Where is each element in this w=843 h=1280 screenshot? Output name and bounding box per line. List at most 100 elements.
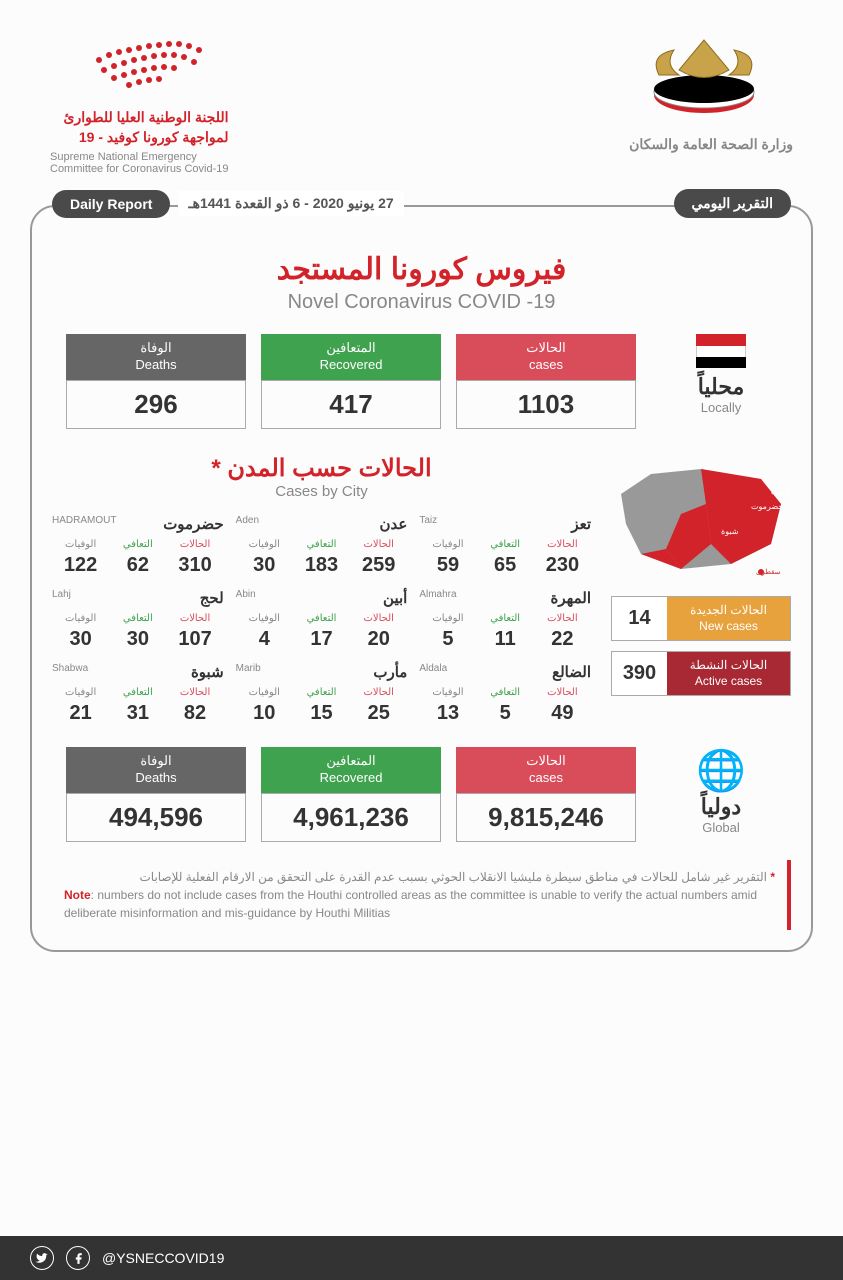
committee-name-ar: اللجنة الوطنية العليا للطوارئ لمواجهة كو… bbox=[50, 108, 229, 147]
city-deaths: 4 bbox=[236, 626, 293, 653]
city-cell: عدنAden الحالات التعافي الوفيات 259 183 … bbox=[236, 515, 408, 579]
city-cols: الحالات التعافي الوفيات 107 30 30 bbox=[52, 611, 224, 653]
city-deaths: 13 bbox=[419, 700, 476, 727]
yemen-flag-icon bbox=[696, 334, 746, 368]
city-side-panel: حضرموت المهرة شبوة سقطرى 14 الحالات الجد… bbox=[611, 454, 791, 727]
twitter-icon bbox=[30, 1246, 54, 1270]
header: اللجنة الوطنية العليا للطوارئ لمواجهة كو… bbox=[0, 0, 843, 185]
svg-text:المهرة: المهرة bbox=[771, 488, 790, 496]
city-recovered: 31 bbox=[109, 700, 166, 727]
global-cases-box: الحالاتcases 9,815,246 bbox=[456, 747, 636, 842]
tab-left: Daily Report 27 يونيو 2020 - 6 ذو القعدة… bbox=[52, 189, 404, 218]
city-cases: 310 bbox=[166, 552, 223, 579]
daily-report-badge-ar: التقرير اليومي bbox=[674, 189, 791, 218]
yemen-emblem-icon bbox=[629, 30, 779, 130]
city-title: الحالات حسب المدن * Cases by City bbox=[52, 454, 591, 500]
city-deaths: 5 bbox=[419, 626, 476, 653]
city-cases: 49 bbox=[534, 700, 591, 727]
city-cases: 20 bbox=[350, 626, 407, 653]
city-recovered: 11 bbox=[477, 626, 534, 653]
report-frame: Daily Report 27 يونيو 2020 - 6 ذو القعدة… bbox=[30, 205, 813, 952]
city-cases: 259 bbox=[350, 552, 407, 579]
city-deaths: 30 bbox=[236, 552, 293, 579]
local-deaths-value: 296 bbox=[66, 380, 246, 429]
footnote: * التقرير غير شامل للحالات في مناطق سيطر… bbox=[52, 860, 791, 930]
city-cases: 82 bbox=[166, 700, 223, 727]
facebook-icon bbox=[66, 1246, 90, 1270]
svg-text:حضرموت: حضرموت bbox=[751, 502, 783, 511]
global-recovered-value: 4,961,236 bbox=[261, 793, 441, 842]
city-recovered: 5 bbox=[477, 700, 534, 727]
city-name: أبينAbin bbox=[236, 589, 408, 607]
city-name: الضالعAldala bbox=[419, 663, 591, 681]
city-grid-panel: الحالات حسب المدن * Cases by City حضرموت… bbox=[52, 454, 591, 727]
city-cols: الحالات التعافي الوفيات 259 183 30 bbox=[236, 537, 408, 579]
city-grid: حضرموتHADRAMOUT الحالات التعافي الوفيات … bbox=[52, 515, 591, 727]
local-deaths-head: الوفاةDeaths bbox=[66, 334, 246, 380]
new-cases-label: الحالات الجديدةNew cases bbox=[667, 597, 790, 640]
yemen-dotted-map-icon bbox=[79, 30, 229, 100]
city-cell: المهرةAlmahra الحالات التعافي الوفيات 22… bbox=[419, 589, 591, 653]
city-cols: الحالات التعافي الوفيات 230 65 59 bbox=[419, 537, 591, 579]
city-name: المهرةAlmahra bbox=[419, 589, 591, 607]
title-en: Novel Coronavirus COVID -19 bbox=[52, 291, 791, 314]
city-recovered: 30 bbox=[109, 626, 166, 653]
city-deaths: 21 bbox=[52, 700, 109, 727]
globe-icon: 🌐 bbox=[651, 747, 791, 794]
city-section: حضرموت المهرة شبوة سقطرى 14 الحالات الجد… bbox=[52, 454, 791, 727]
social-handle: @YSNECCOVID19 bbox=[102, 1250, 224, 1266]
city-deaths: 10 bbox=[236, 700, 293, 727]
active-cases-label: الحالات النشطةActive cases bbox=[667, 652, 790, 695]
active-cases-box: 390 الحالات النشطةActive cases bbox=[611, 651, 791, 696]
yemen-mini-map-icon: حضرموت المهرة شبوة سقطرى bbox=[611, 454, 791, 584]
city-name: تعزTaiz bbox=[419, 515, 591, 533]
active-cases-value: 390 bbox=[612, 652, 667, 695]
local-cases-head: الحالاتcases bbox=[456, 334, 636, 380]
city-name: لحجLahj bbox=[52, 589, 224, 607]
city-cols: الحالات التعافي الوفيات 310 62 122 bbox=[52, 537, 224, 579]
global-deaths-value: 494,596 bbox=[66, 793, 246, 842]
ministry-logo-block: وزارة الصحة العامة والسكان bbox=[629, 30, 793, 153]
svg-text:شبوة: شبوة bbox=[721, 527, 739, 536]
city-recovered: 17 bbox=[293, 626, 350, 653]
city-cols: الحالات التعافي الوفيات 20 17 4 bbox=[236, 611, 408, 653]
city-cell: أبينAbin الحالات التعافي الوفيات 20 17 4 bbox=[236, 589, 408, 653]
tab-right: التقرير اليومي bbox=[674, 189, 791, 218]
page: اللجنة الوطنية العليا للطوارئ لمواجهة كو… bbox=[0, 0, 843, 1280]
local-deaths-box: الوفاةDeaths 296 bbox=[66, 334, 246, 429]
city-deaths: 59 bbox=[419, 552, 476, 579]
city-cases: 22 bbox=[534, 626, 591, 653]
global-cases-value: 9,815,246 bbox=[456, 793, 636, 842]
main-title: فيروس كورونا المستجد Novel Coronavirus C… bbox=[52, 252, 791, 314]
city-recovered: 65 bbox=[477, 552, 534, 579]
city-cell: شبوةShabwa الحالات التعافي الوفيات 82 31… bbox=[52, 663, 224, 727]
global-recovered-box: المتعافينRecovered 4,961,236 bbox=[261, 747, 441, 842]
footer: @YSNECCOVID19 bbox=[0, 1236, 843, 1280]
city-cols: الحالات التعافي الوفيات 82 31 21 bbox=[52, 685, 224, 727]
global-label: 🌐 دولياً Global bbox=[651, 747, 791, 835]
new-cases-box: 14 الحالات الجديدةNew cases bbox=[611, 596, 791, 641]
city-cases: 230 bbox=[534, 552, 591, 579]
local-recovered-value: 417 bbox=[261, 380, 441, 429]
city-name: مأربMarib bbox=[236, 663, 408, 681]
city-cell: الضالعAldala الحالات التعافي الوفيات 49 … bbox=[419, 663, 591, 727]
city-cell: مأربMarib الحالات التعافي الوفيات 25 15 … bbox=[236, 663, 408, 727]
city-cases: 25 bbox=[350, 700, 407, 727]
city-recovered: 62 bbox=[109, 552, 166, 579]
city-cell: حضرموتHADRAMOUT الحالات التعافي الوفيات … bbox=[52, 515, 224, 579]
city-recovered: 15 bbox=[293, 700, 350, 727]
local-recovered-box: المتعافينRecovered 417 bbox=[261, 334, 441, 429]
ministry-name-ar: وزارة الصحة العامة والسكان bbox=[629, 136, 793, 153]
city-deaths: 30 bbox=[52, 626, 109, 653]
global-row: 🌐 دولياً Global الحالاتcases 9,815,246 ا… bbox=[52, 747, 791, 842]
new-cases-value: 14 bbox=[612, 597, 667, 640]
city-cell: لحجLahj الحالات التعافي الوفيات 107 30 3… bbox=[52, 589, 224, 653]
city-cols: الحالات التعافي الوفيات 25 15 10 bbox=[236, 685, 408, 727]
city-cell: تعزTaiz الحالات التعافي الوفيات 230 65 5… bbox=[419, 515, 591, 579]
tab-row: Daily Report 27 يونيو 2020 - 6 ذو القعدة… bbox=[32, 189, 811, 218]
city-name: حضرموتHADRAMOUT bbox=[52, 515, 224, 533]
city-recovered: 183 bbox=[293, 552, 350, 579]
city-cases: 107 bbox=[166, 626, 223, 653]
committee-logo-block: اللجنة الوطنية العليا للطوارئ لمواجهة كو… bbox=[50, 30, 229, 175]
local-cases-box: الحالاتcases 1103 bbox=[456, 334, 636, 429]
